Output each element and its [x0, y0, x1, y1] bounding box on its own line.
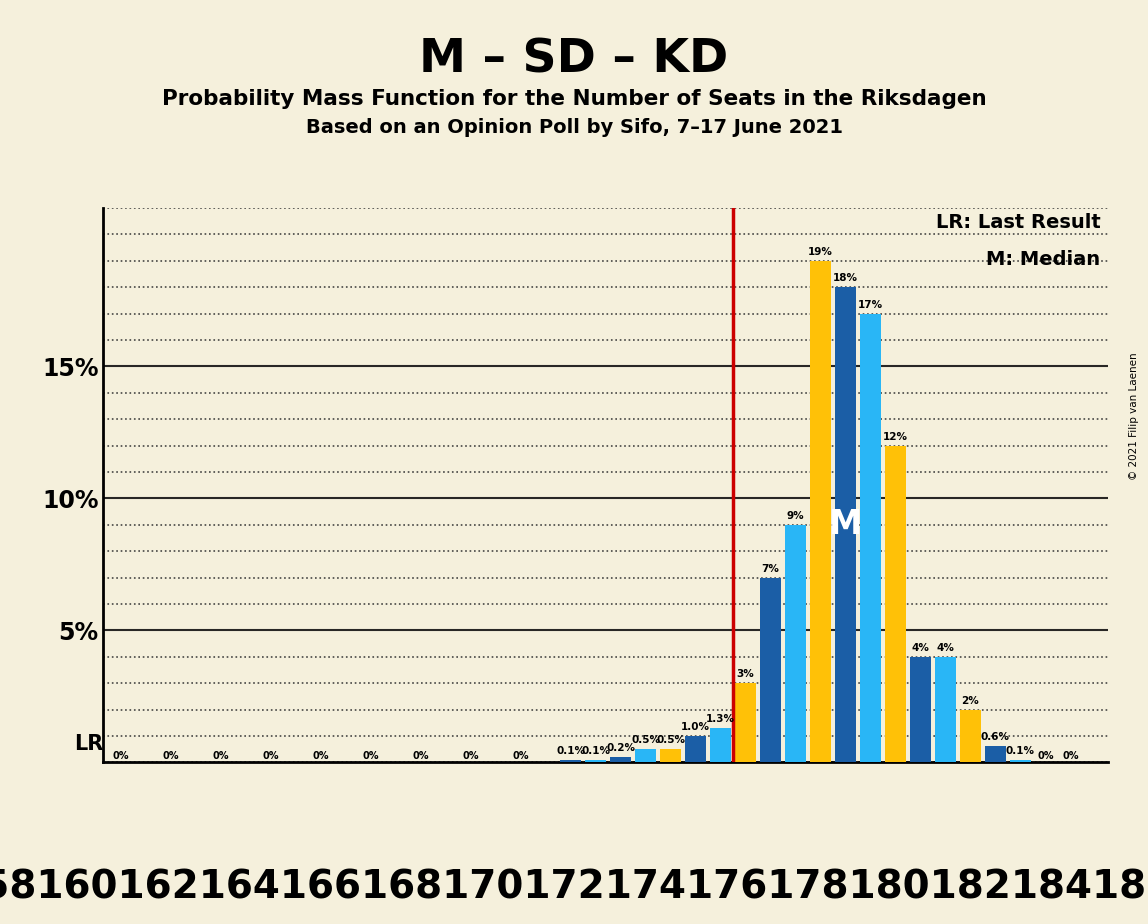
Bar	[635, 749, 657, 762]
Text: 0%: 0%	[363, 751, 379, 761]
Text: M: Median: M: Median	[986, 250, 1100, 269]
Text: 154156158160162164166168170172174176178180182184186188190192: 1541561581601621641661681701721741761781…	[0, 868, 1148, 906]
Text: 0.1%: 0.1%	[556, 746, 585, 756]
Text: 2%: 2%	[962, 696, 979, 706]
Text: 0.6%: 0.6%	[980, 733, 1010, 743]
Bar	[835, 287, 856, 762]
Text: 17%: 17%	[858, 299, 883, 310]
Text: 0%: 0%	[312, 751, 329, 761]
Text: 12%: 12%	[883, 432, 908, 442]
Text: 0.1%: 0.1%	[1006, 746, 1034, 756]
Text: 0%: 0%	[212, 751, 228, 761]
Text: Probability Mass Function for the Number of Seats in the Riksdagen: Probability Mass Function for the Number…	[162, 89, 986, 109]
Text: 0%: 0%	[1037, 751, 1054, 761]
Text: 1.3%: 1.3%	[706, 714, 735, 724]
Bar	[1010, 760, 1031, 762]
Bar	[885, 445, 906, 762]
Bar	[809, 261, 831, 762]
Text: 18%: 18%	[833, 274, 858, 283]
Text: 0.1%: 0.1%	[581, 746, 610, 756]
Bar	[960, 710, 982, 762]
Text: 4%: 4%	[937, 643, 954, 652]
Text: 0%: 0%	[113, 751, 129, 761]
Text: 4%: 4%	[912, 643, 930, 652]
Bar	[785, 525, 806, 762]
Text: 0.5%: 0.5%	[631, 736, 660, 745]
Bar	[660, 749, 681, 762]
Text: 1.0%: 1.0%	[681, 722, 709, 732]
Bar	[735, 683, 757, 762]
Bar	[585, 760, 606, 762]
Bar	[709, 728, 731, 762]
Bar	[910, 657, 931, 762]
Bar	[985, 747, 1006, 762]
Text: 0.2%: 0.2%	[606, 743, 635, 753]
Bar	[934, 657, 956, 762]
Text: LR: Last Result: LR: Last Result	[936, 213, 1100, 232]
Text: © 2021 Filip van Laenen: © 2021 Filip van Laenen	[1130, 352, 1139, 480]
Text: 0%: 0%	[163, 751, 179, 761]
Text: 7%: 7%	[761, 564, 779, 574]
Text: 0%: 0%	[1062, 751, 1079, 761]
Text: 19%: 19%	[808, 247, 833, 257]
Bar	[560, 760, 581, 762]
Bar	[610, 757, 631, 762]
Text: 9%: 9%	[786, 511, 805, 521]
Text: 0.5%: 0.5%	[656, 736, 685, 745]
Text: LR: LR	[75, 735, 103, 754]
Text: Based on an Opinion Poll by Sifo, 7–17 June 2021: Based on an Opinion Poll by Sifo, 7–17 J…	[305, 118, 843, 137]
Text: 0%: 0%	[512, 751, 529, 761]
Bar	[860, 313, 881, 762]
Bar	[760, 578, 781, 762]
Text: 0%: 0%	[412, 751, 429, 761]
Text: 3%: 3%	[737, 669, 754, 679]
Text: M – SD – KD: M – SD – KD	[419, 38, 729, 82]
Text: M: M	[829, 508, 862, 541]
Bar	[685, 736, 706, 762]
Text: 0%: 0%	[463, 751, 479, 761]
Text: 0%: 0%	[263, 751, 279, 761]
